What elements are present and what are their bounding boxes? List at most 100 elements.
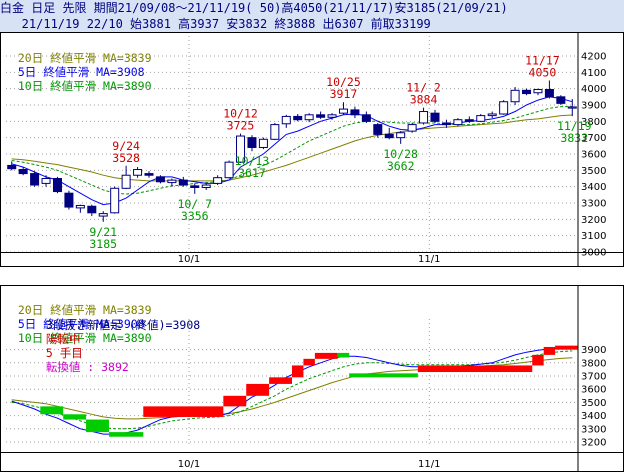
- chart-title: 白金 日足 先限 期間21/09/08～21/11/19( 50)高4050(2…: [0, 1, 508, 15]
- low-date-label: 10/13: [235, 154, 270, 168]
- line-break-brick: [108, 432, 144, 437]
- bottom-grid: [6, 319, 578, 446]
- candle-body: [453, 119, 463, 126]
- candle-body: [64, 192, 74, 208]
- bottom-legend: 20日 終値平滑 MA=3839 5日 終値平滑 MA=3908 10日 終値平…: [4, 289, 152, 345]
- candle-body: [178, 179, 188, 186]
- line-break-brick: [349, 373, 418, 378]
- y-tick-label: 3500: [581, 166, 606, 177]
- y-tick-label: 3100: [581, 231, 606, 242]
- candle-body: [430, 112, 440, 122]
- y-tick-label: 3900: [581, 101, 606, 112]
- y-tick-label: 3500: [581, 398, 606, 409]
- chart-title-bar: 白金 日足 先限 期間21/09/08～21/11/19( 50)高4050(2…: [0, 0, 624, 16]
- line-break-brick: [543, 346, 556, 355]
- line-break-brick: [532, 354, 544, 366]
- candle-body: [258, 138, 268, 148]
- candle-body: [522, 89, 532, 95]
- candle-body: [75, 204, 85, 209]
- high-date-label: 9/24: [112, 139, 140, 153]
- candle-body: [213, 177, 223, 184]
- low-value-label: 3662: [387, 159, 415, 173]
- candle-body: [87, 205, 97, 214]
- reversal-label: 転換値 : 3892: [45, 360, 129, 374]
- y-tick-label: 3800: [581, 117, 606, 128]
- bottom-panel-frame: [0, 285, 624, 472]
- y-tick-label: 3700: [581, 372, 606, 383]
- line-break-brick: [63, 414, 87, 420]
- ma10-line: [11, 106, 573, 195]
- high-value-label: 3884: [410, 93, 438, 107]
- line-break-brick: [269, 377, 292, 384]
- low-value-label: 3832: [560, 131, 588, 145]
- legend-ma10: 10日 終値平滑 MA=3890: [17, 331, 152, 345]
- line-break-bricks: [40, 345, 578, 437]
- candle-body: [167, 179, 177, 184]
- candle-body: [190, 185, 200, 188]
- candle-body: [121, 174, 131, 189]
- ohlc-summary: 21/11/19 22/10 始3881 高3937 安3832 終3888 出…: [0, 17, 431, 31]
- y-tick-label: 3900: [581, 345, 606, 356]
- top-moving-averages: [11, 96, 573, 206]
- candle-body: [98, 213, 108, 217]
- y-tick-label: 4200: [581, 52, 606, 63]
- top-grid: [6, 32, 578, 256]
- line-break-brick: [555, 345, 578, 350]
- frames: 10/1 11/1 10/1 11/1: [0, 32, 624, 472]
- y-tick-label: 3400: [581, 182, 606, 193]
- candle-body: [396, 132, 406, 139]
- line-break-brick: [223, 395, 247, 407]
- ma20-line: [11, 114, 573, 182]
- high-date-label: 10/25: [326, 75, 361, 89]
- y-tick-label: 3400: [581, 411, 606, 422]
- line-break-brick: [246, 383, 270, 396]
- high-value-label: 3917: [330, 87, 358, 101]
- candle-body: [304, 114, 314, 121]
- candle-body: [556, 96, 566, 104]
- low-value-label: 3617: [238, 166, 266, 180]
- candle-body: [327, 114, 337, 118]
- y-tick-label: 3800: [581, 358, 606, 369]
- candle-body: [407, 124, 417, 132]
- break-label: 3段抜き新値足 (終値)=3908: [45, 318, 201, 332]
- candle-body: [476, 115, 486, 122]
- candle-body: [201, 184, 211, 188]
- candle-body: [487, 113, 497, 117]
- line-break-brick: [40, 406, 64, 415]
- line-break-brick: [86, 419, 109, 433]
- candle-body: [270, 124, 280, 140]
- candle-body: [361, 114, 371, 122]
- high-value-label: 3725: [227, 119, 255, 133]
- y-tick-label: 3600: [581, 385, 606, 396]
- high-value-label: 4050: [529, 66, 557, 80]
- ma10-line: [11, 350, 573, 430]
- candle-body: [224, 161, 234, 179]
- candle-body: [533, 88, 543, 94]
- bottom-y-axis: 3200 3300 3400 3500 3600 3700 3800 3900: [581, 345, 606, 448]
- candle-body: [384, 133, 394, 139]
- y-tick-label: 3700: [581, 133, 606, 144]
- y-tick-label: 3300: [581, 424, 606, 435]
- low-date-label: 10/28: [383, 147, 418, 161]
- candle-body: [133, 169, 143, 176]
- legend-ma10: 10日 終値平滑 MA=3890: [17, 79, 152, 93]
- candle-body: [155, 176, 165, 183]
- high-value-label: 3528: [112, 151, 140, 165]
- candle-body: [110, 187, 120, 214]
- count-label: 5 手目: [45, 346, 83, 360]
- y-tick-label: 3200: [581, 215, 606, 226]
- high-date-label: 11/17: [525, 54, 560, 68]
- candle-body: [544, 88, 554, 98]
- break-legend: 3段抜き新値足 (終値)=3908 陽転中 5 手目 転換値 : 3892: [32, 304, 200, 374]
- candles: [7, 80, 577, 222]
- candle-body: [247, 137, 257, 148]
- low-value-label: 3356: [181, 209, 209, 223]
- x-tick-label: 11/1: [418, 254, 440, 265]
- candle-body: [510, 89, 520, 103]
- y-tick-label: 3200: [581, 438, 606, 449]
- candle-body: [338, 108, 348, 114]
- y-tick-label: 4000: [581, 84, 606, 95]
- candle-body: [281, 115, 291, 125]
- candle-body: [52, 178, 62, 193]
